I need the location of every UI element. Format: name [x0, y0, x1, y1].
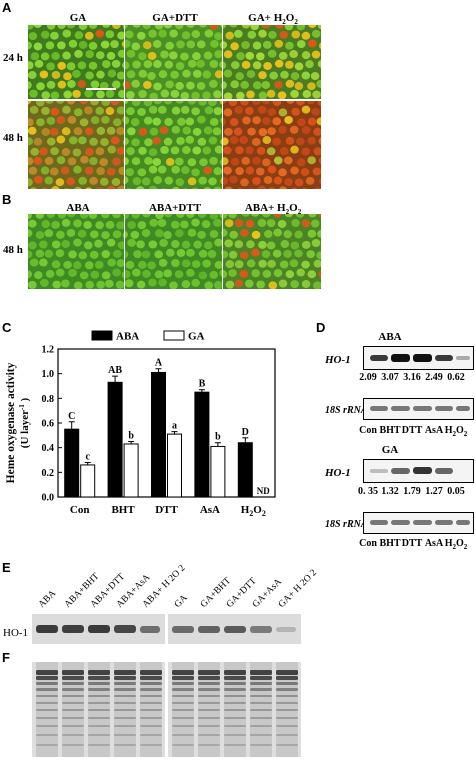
- sig-letter: b: [128, 431, 134, 442]
- y-tick-label: 0.6: [42, 419, 55, 430]
- panel-d-gene-ga: HO-1: [325, 467, 351, 479]
- micrograph-ga-dtt-48h: [125, 101, 222, 189]
- bar-ga-1: [124, 444, 138, 497]
- ga-ratio-h2o2: 0.05: [436, 486, 476, 497]
- panel-b-col-aba: ABA: [28, 202, 128, 214]
- panel-d-aba-title: ABA: [360, 331, 420, 343]
- micrograph-ga-48h: [28, 101, 124, 189]
- panel-a-col-ga: GA: [28, 12, 128, 24]
- lane-h2o2-1: H2O2: [436, 425, 476, 438]
- sig-letter: D: [242, 427, 249, 438]
- micrograph-ga-h2o2-48h: [223, 101, 321, 189]
- lane-h2o2-2: H2O2: [436, 538, 476, 551]
- western-blot-left: [32, 614, 165, 644]
- bar-aba-1: [108, 382, 122, 497]
- y-tick-label: 0.4: [42, 443, 55, 454]
- bar-aba-4: [238, 443, 252, 497]
- legend-label-ga: GA: [188, 331, 205, 343]
- micrograph-aba-dtt-48h: [125, 214, 222, 289]
- panel-label-a: A: [2, 0, 11, 15]
- bar-ga-3: [211, 446, 225, 497]
- sig-letter: c: [85, 451, 90, 462]
- bar-ga-2: [168, 434, 182, 497]
- scale-bar: [86, 88, 116, 90]
- legend-swatch-ga: [164, 331, 184, 340]
- bar-aba-0: [65, 429, 79, 497]
- x-tick-label: DTT: [155, 504, 178, 516]
- blot-ho1-ga: [363, 459, 474, 483]
- lane-e-ga: GA: [173, 593, 190, 610]
- sig-letter: a: [172, 421, 177, 432]
- sig-letter: b: [215, 432, 221, 443]
- legend-swatch-aba: [92, 331, 112, 340]
- aba-ratio-h2o2: 0.62: [436, 372, 476, 383]
- y-axis-label: Heme oxygenase activity: [5, 362, 17, 483]
- panel-d-control-ga: 18S rRNA: [325, 519, 368, 530]
- legend-label-aba: ABA: [116, 331, 139, 343]
- lane-e-aba: ABA: [37, 589, 58, 610]
- panel-a-row-24h: 24 h: [3, 52, 23, 64]
- panel-d-ga-title: GA: [360, 444, 420, 456]
- x-tick-label: Con: [70, 504, 90, 516]
- panel-e-band-label: HO-1: [3, 627, 28, 639]
- panel-label-b: B: [2, 192, 11, 207]
- sig-letter: AB: [108, 365, 122, 376]
- panel-label-d: D: [316, 320, 325, 335]
- sig-letter: C: [68, 411, 75, 422]
- panel-b-row-48h: 48 h: [3, 244, 23, 256]
- coomassie-gel-right: [168, 662, 301, 757]
- micrograph-aba-h2o2-48h: [223, 214, 321, 289]
- panel-a-row-48h: 48 h: [3, 132, 23, 144]
- x-tick-label: H2O2: [241, 504, 266, 518]
- x-tick-label: AsA: [200, 504, 220, 516]
- panel-d-gene-aba: HO-1: [325, 354, 351, 366]
- bar-aba-3: [195, 392, 209, 497]
- panel-b-col-aba-dtt: ABA+DTT: [125, 202, 225, 214]
- blot-18s-ga: [363, 512, 474, 534]
- y-tick-label: 0.2: [42, 468, 55, 479]
- panel-label-e: E: [2, 560, 11, 575]
- heme-oxygenase-chart: 0.0 0.2 0.4 0.6 0.8 1.0 1.2 Heme oxygenase acti…: [0, 325, 300, 545]
- micrograph-aba-48h: [28, 214, 124, 289]
- lane-e-ga-h2o2: GA+ H 2O 2: [277, 568, 319, 610]
- y-tick-label: 1.2: [42, 345, 55, 356]
- x-tick-label: BHT: [111, 504, 135, 516]
- blot-18s-aba: [363, 398, 474, 420]
- blot-ho1-aba: [363, 346, 474, 370]
- western-blot-right: [168, 614, 301, 644]
- sig-letter-nd: ND: [257, 486, 270, 496]
- panel-d-control-aba: 18S rRNA: [325, 405, 368, 416]
- panel-label-f: F: [2, 650, 10, 665]
- sig-letter: B: [199, 379, 206, 390]
- sig-letter: A: [155, 358, 163, 369]
- y-axis-unit: (U layer-1 ): [18, 397, 31, 448]
- bar-ga-0: [81, 465, 95, 497]
- micrograph-ga-dtt-24h: [125, 25, 222, 99]
- micrograph-ga-h2o2-24h: [223, 25, 321, 99]
- y-tick-label: 0.8: [42, 394, 55, 405]
- panel-a-col-ga-dtt: GA+DTT: [125, 12, 225, 24]
- y-tick-label: 0.0: [42, 493, 55, 504]
- bar-aba-2: [152, 372, 166, 497]
- y-tick-label: 1.0: [42, 369, 55, 380]
- coomassie-gel-left: [32, 662, 165, 757]
